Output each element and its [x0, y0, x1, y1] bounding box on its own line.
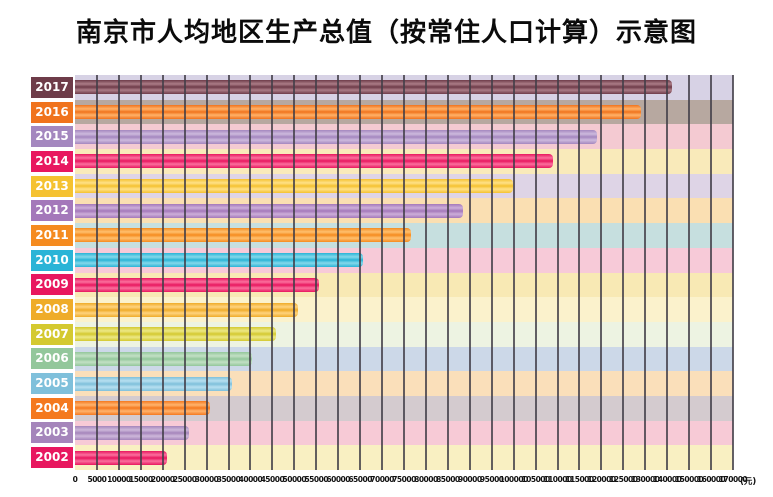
- axis-tick-label: 30000: [194, 475, 219, 484]
- gridline: [688, 75, 691, 470]
- year-label-2004: 2004年: [31, 397, 73, 436]
- gridline: [381, 75, 384, 470]
- year-label-2010: 2010年: [31, 249, 73, 288]
- bar-2002: [75, 450, 168, 465]
- gridline: [578, 75, 581, 470]
- bar-2003: [75, 425, 190, 440]
- gridline: [512, 75, 515, 470]
- gridline: [446, 75, 449, 470]
- value-axis: 0 5000 10000 15000 20000 25000 30000 35000 40000…: [0, 475, 773, 491]
- bar-2012: [75, 203, 464, 218]
- year-label-2008: 2008年: [31, 299, 73, 337]
- gridline: [490, 75, 493, 470]
- axis-tick-label: 50000: [282, 475, 307, 484]
- gridline: [732, 75, 734, 470]
- axis-tick-label: 45000: [260, 475, 285, 484]
- gridline: [534, 75, 537, 470]
- year-label-2016: 2016年: [31, 101, 73, 140]
- bar-2010: [75, 253, 364, 268]
- year-label-2013: 2013年: [31, 175, 73, 214]
- chart-title: 南京市人均地区生产总值（按常住人口计算）示意图: [75, 18, 697, 48]
- bar-2005: [75, 376, 233, 391]
- gridline: [644, 75, 647, 470]
- axis-tick-label: 120000: [587, 475, 616, 484]
- gridline: [271, 75, 274, 470]
- axis-tick-label: 95000: [479, 475, 504, 484]
- axis-tick-label: 75000: [392, 475, 416, 484]
- gridline: [403, 75, 405, 470]
- axis-tick-label: 15000: [129, 475, 153, 484]
- gridline: [556, 75, 559, 470]
- bar-2017: [75, 80, 672, 95]
- year-label-2007: 2007年: [31, 323, 73, 362]
- axis-tick-label: 90000: [458, 475, 482, 484]
- gridline: [424, 75, 427, 470]
- axis-unit-label: (元): [740, 477, 757, 487]
- axis-tick-label: 25000: [172, 475, 197, 484]
- year-label-2017: 2017年: [31, 76, 73, 115]
- year-label-2006: 2006年: [31, 348, 73, 386]
- gridline: [249, 75, 252, 470]
- plot-area: 2017年2016年2015年2014年2013年2012年2011年2010年…: [0, 75, 773, 485]
- axis-tick-label: 35000: [216, 475, 241, 484]
- axis-tick-label: 20000: [150, 475, 175, 484]
- bar-2014: [75, 154, 554, 169]
- axis-tick-label: 130000: [631, 475, 660, 484]
- gridline: [117, 75, 120, 470]
- gridline: [293, 75, 296, 470]
- year-label-2012: 2012年: [31, 200, 73, 238]
- bar-2009: [75, 277, 319, 292]
- axis-tick-label: 0: [72, 475, 78, 484]
- axis-tick-label: 65000: [348, 475, 372, 484]
- gridline: [359, 75, 362, 470]
- bar-2004: [75, 401, 211, 416]
- gridline: [95, 75, 98, 470]
- gridline: [161, 75, 164, 470]
- axis-tick-label: 110000: [543, 475, 572, 484]
- axis-tick-label: 150000: [674, 475, 704, 484]
- axis-tick-label: 60000: [326, 475, 350, 484]
- axis-tick-label: 10000: [107, 475, 131, 484]
- gridline: [315, 75, 318, 470]
- gridline: [710, 75, 713, 470]
- bar-2008: [75, 302, 299, 317]
- axis-tick-label: 115000: [565, 475, 594, 484]
- year-label-2015: 2015年: [31, 126, 73, 164]
- axis-tick-label: 80000: [414, 475, 438, 484]
- axis-tick-label: 55000: [304, 475, 329, 484]
- axis-tick-label: 40000: [238, 475, 263, 484]
- bar-2007: [75, 327, 276, 342]
- year-label-2009: 2009年: [31, 274, 73, 312]
- axis-tick-label: 70000: [370, 475, 394, 484]
- year-label-2014: 2014年: [31, 150, 73, 189]
- gridline: [337, 75, 340, 470]
- gridline: [205, 75, 208, 470]
- bar-2016: [75, 105, 641, 120]
- axis-tick-label: 100000: [499, 475, 529, 484]
- axis-tick-label: 5000: [87, 475, 107, 484]
- year-label-2002: 2002年: [31, 447, 73, 485]
- axis-tick-label: 160000: [696, 475, 726, 484]
- axis-tick-label: 125000: [609, 475, 638, 484]
- bar-2011: [75, 228, 412, 243]
- gridline: [666, 75, 669, 470]
- axis-tick-label: 140000: [653, 475, 682, 484]
- bar-2015: [75, 129, 597, 144]
- gridline: [600, 75, 603, 470]
- year-label-2005: 2005年: [31, 373, 73, 411]
- gridline: [227, 75, 230, 470]
- gridline: [183, 75, 186, 470]
- gridline: [139, 75, 142, 470]
- gridline: [468, 75, 471, 470]
- axis-tick-label: 105000: [521, 475, 550, 484]
- year-label-2003: 2003年: [31, 422, 73, 460]
- year-label-2011: 2011年: [31, 224, 73, 263]
- gridline: [622, 75, 625, 470]
- axis-tick-label: 85000: [436, 475, 460, 484]
- axis-tick-label: 170000: [718, 475, 748, 484]
